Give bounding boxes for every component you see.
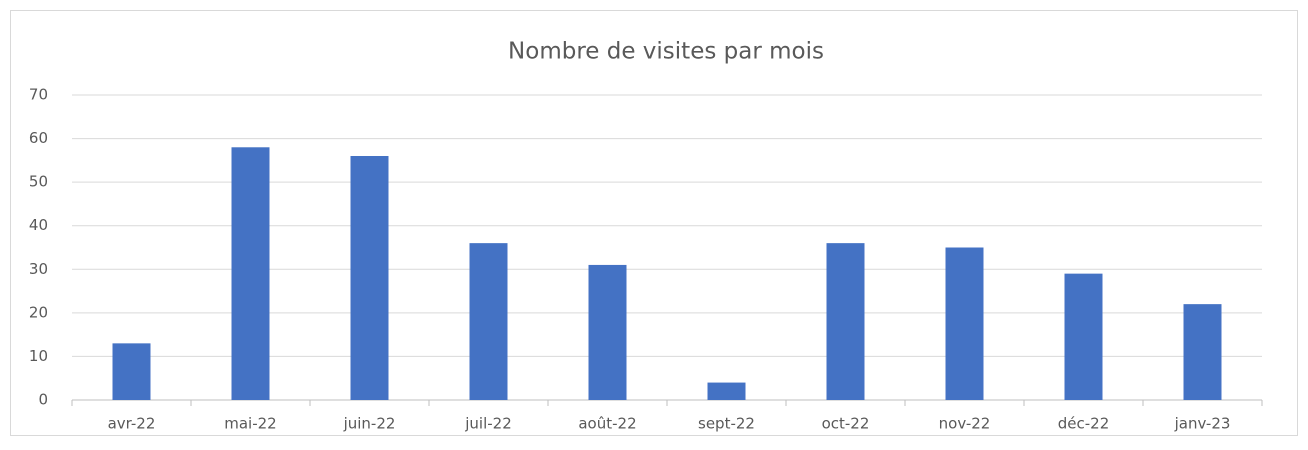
x-tick-label: juil-22: [464, 415, 512, 433]
x-tick-label: sept-22: [698, 415, 755, 433]
y-tick-label: 10: [29, 347, 48, 365]
chart-title: Nombre de visites par mois: [508, 39, 824, 65]
bar: [231, 147, 270, 400]
x-tick-label: déc-22: [1058, 415, 1110, 433]
bar: [945, 247, 984, 400]
y-tick-label: 70: [29, 86, 48, 104]
bar: [469, 243, 508, 400]
bar: [1064, 273, 1103, 400]
y-tick-label: 20: [29, 303, 48, 321]
bar: [112, 343, 151, 400]
chart-frame: [10, 10, 1298, 436]
y-tick-label: 40: [29, 216, 48, 234]
bar: [588, 264, 627, 400]
x-tick-label: juin-22: [343, 415, 396, 433]
y-tick-label: 0: [38, 391, 48, 409]
bar: [1183, 304, 1222, 400]
x-tick-label: janv-23: [1174, 415, 1231, 433]
x-tick-label: mai-22: [224, 415, 276, 433]
bar: [826, 243, 865, 400]
x-tick-label: nov-22: [939, 415, 991, 433]
x-tick-label: août-22: [578, 415, 636, 433]
y-tick-label: 30: [29, 260, 48, 278]
bar: [707, 382, 746, 400]
x-tick-label: oct-22: [822, 415, 870, 433]
y-tick-label: 50: [29, 173, 48, 191]
bar: [350, 156, 389, 400]
x-tick-label: avr-22: [108, 415, 156, 433]
y-tick-label: 60: [29, 129, 48, 147]
